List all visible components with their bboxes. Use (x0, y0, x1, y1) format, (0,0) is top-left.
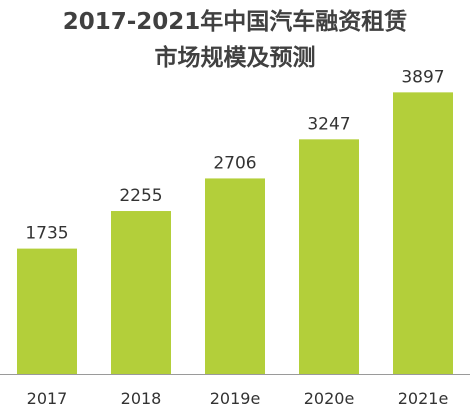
data-label-2017: 1735 (25, 224, 68, 244)
chart-title: 2017-2021年中国汽车融资租赁 (62, 9, 408, 35)
data-label-2018: 2255 (119, 186, 162, 206)
bar-2017 (17, 248, 77, 374)
x-tick-label-2021e: 2021e (398, 389, 449, 408)
chart-subtitle: 市场规模及预测 (154, 45, 316, 71)
x-tick-label-2019e: 2019e (210, 389, 261, 408)
data-label-2021e: 3897 (401, 67, 444, 87)
x-tick-label-2018: 2018 (121, 389, 162, 408)
bar-2018 (111, 211, 171, 374)
x-tick-label-2017: 2017 (27, 389, 68, 408)
data-label-2020e: 3247 (307, 114, 350, 134)
x-tick-label-2020e: 2020e (304, 389, 355, 408)
bar-2021e (393, 92, 453, 374)
bar-2020e (299, 139, 359, 374)
data-label-2019e: 2706 (213, 153, 256, 173)
bar-2019e (205, 178, 265, 374)
